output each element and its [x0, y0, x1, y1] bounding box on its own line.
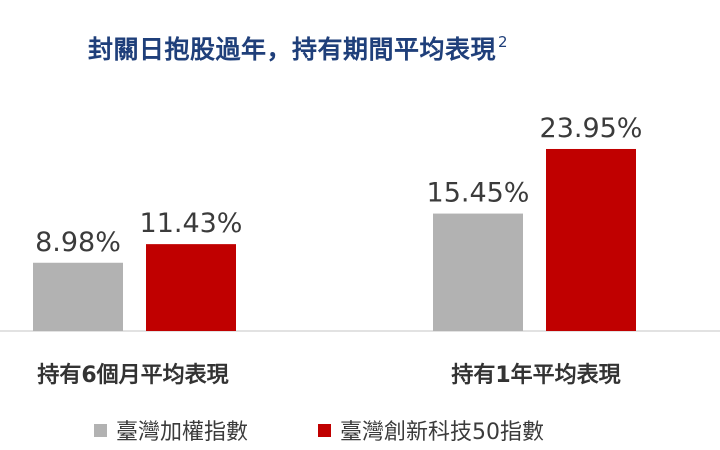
chart-title: 封關日抱股過年，持有期間平均表現 2 — [88, 32, 509, 64]
category-labels-group: 持有6個月平均表現 持有1年平均表現 — [37, 362, 620, 388]
legend-item-series-1: 臺灣加權指數 — [94, 414, 248, 446]
bar-series-1-cat-2 — [433, 213, 523, 331]
category-label-1: 持有6個月平均表現 — [37, 362, 228, 388]
bars-group — [33, 148, 636, 331]
legend-swatch-series-2 — [318, 423, 331, 437]
bar-series-1-cat-1 — [33, 262, 123, 331]
bar-series-2-cat-2 — [546, 148, 636, 331]
value-labels-group: 8.98% 11.43% 15.45% 23.95% — [35, 113, 642, 258]
bar-chart: 8.98% 11.43% 15.45% 23.95% 持有6個月平均表現 持有1年平均表… — [0, 113, 720, 388]
title-footnote-marker: 2 — [498, 32, 509, 51]
value-label-series-2-cat-2: 23.95% — [540, 113, 643, 144]
legend-swatch-series-1 — [94, 423, 107, 437]
value-label-series-1-cat-2: 15.45% — [427, 178, 530, 209]
category-label-2: 持有1年平均表現 — [451, 362, 620, 388]
legend-item-series-2: 臺灣創新科技50指數 — [318, 414, 544, 446]
bar-series-2-cat-1 — [146, 244, 236, 331]
value-label-series-1-cat-1: 8.98% — [35, 227, 121, 258]
legend-label-series-2: 臺灣創新科技50指數 — [340, 420, 544, 445]
value-label-series-2-cat-1: 11.43% — [140, 208, 243, 239]
legend-label-series-1: 臺灣加權指數 — [116, 420, 249, 445]
legend: 臺灣加權指數 臺灣創新科技50指數 — [0, 414, 720, 446]
